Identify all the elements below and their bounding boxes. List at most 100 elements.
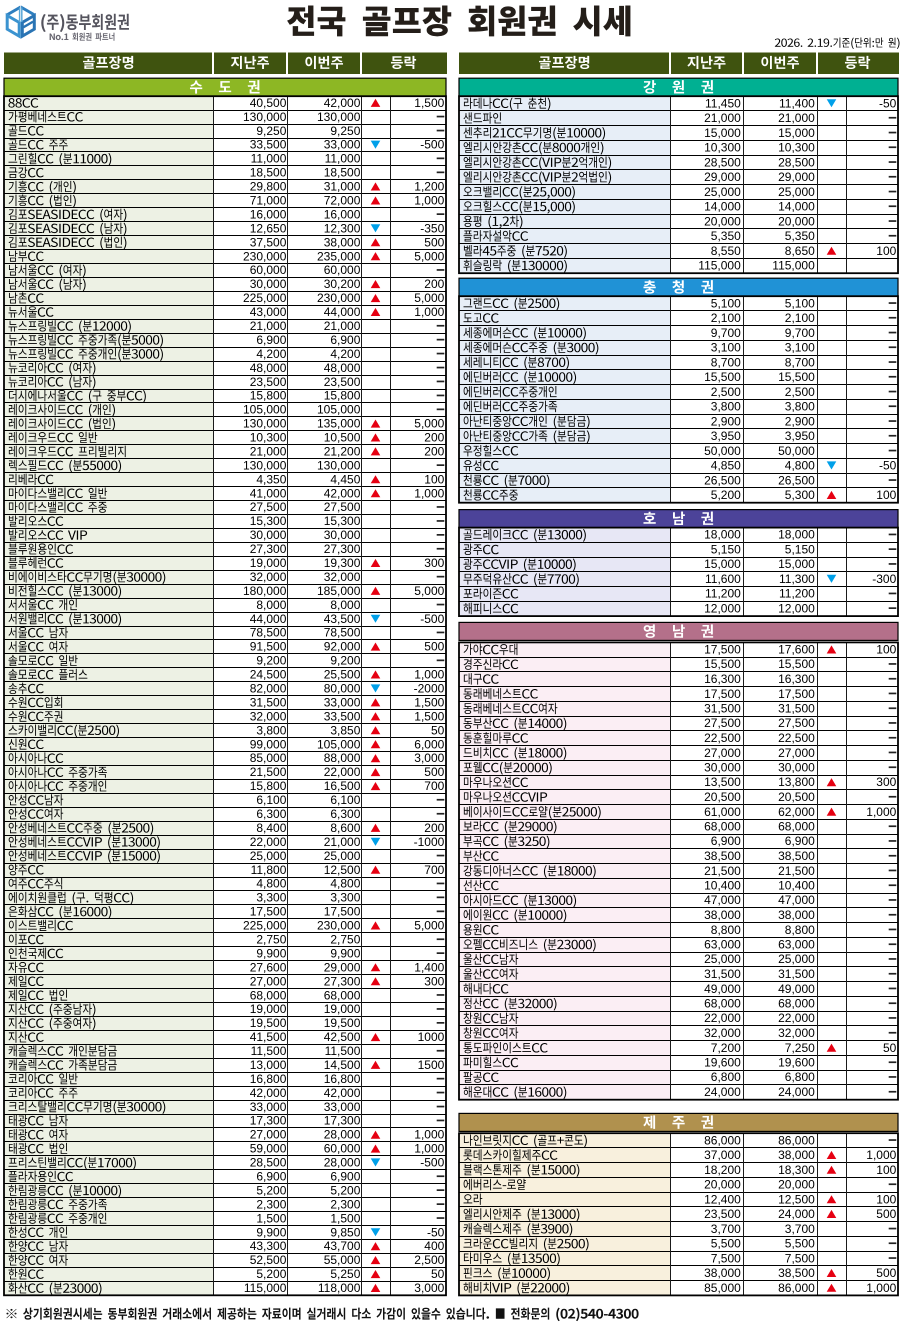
svg-text:4,450: 4,450 <box>330 472 360 486</box>
svg-text:5,200: 5,200 <box>256 1184 286 1198</box>
svg-text:5,000: 5,000 <box>414 249 444 263</box>
svg-text:11,600: 11,600 <box>705 572 741 586</box>
svg-text:6,300: 6,300 <box>256 807 286 821</box>
svg-text:6,800: 6,800 <box>711 1070 741 1084</box>
svg-text:13,500: 13,500 <box>704 775 741 789</box>
svg-text:20,500: 20,500 <box>704 790 741 804</box>
svg-text:8,800: 8,800 <box>785 923 815 937</box>
svg-text:68,000: 68,000 <box>704 820 741 834</box>
svg-text:17,500: 17,500 <box>778 687 815 701</box>
svg-text:11,000: 11,000 <box>251 152 287 166</box>
svg-text:33,500: 33,500 <box>250 138 287 152</box>
svg-text:24,000: 24,000 <box>778 1207 815 1221</box>
svg-text:38,000: 38,000 <box>778 908 815 922</box>
svg-text:3,100: 3,100 <box>711 341 741 355</box>
svg-text:28,500: 28,500 <box>250 1156 287 1170</box>
svg-text:500: 500 <box>424 765 444 779</box>
svg-text:1,000: 1,000 <box>866 1281 896 1295</box>
svg-text:100: 100 <box>424 472 444 486</box>
svg-text:9,900: 9,900 <box>330 946 360 960</box>
svg-text:5,150: 5,150 <box>711 543 741 557</box>
svg-text:5,350: 5,350 <box>711 229 741 243</box>
svg-text:43,500: 43,500 <box>324 612 361 626</box>
svg-text:18,500: 18,500 <box>324 166 361 180</box>
svg-text:48,000: 48,000 <box>250 361 287 375</box>
svg-text:15,500: 15,500 <box>778 657 815 671</box>
svg-text:1,000: 1,000 <box>414 1128 444 1142</box>
svg-text:3,000: 3,000 <box>414 1281 444 1295</box>
svg-text:32,000: 32,000 <box>250 570 287 584</box>
svg-text:62,000: 62,000 <box>778 805 815 819</box>
svg-text:13,000: 13,000 <box>250 1058 287 1072</box>
svg-text:2,500: 2,500 <box>785 385 815 399</box>
svg-text:18,000: 18,000 <box>704 528 741 542</box>
svg-text:5,200: 5,200 <box>256 1267 286 1281</box>
svg-text:4,800: 4,800 <box>256 877 286 891</box>
svg-text:6,000: 6,000 <box>414 737 444 751</box>
svg-text:118,000: 118,000 <box>318 1281 361 1295</box>
svg-text:99,000: 99,000 <box>250 737 287 751</box>
svg-text:26,500: 26,500 <box>778 473 815 487</box>
svg-text:6,900: 6,900 <box>785 834 815 848</box>
svg-text:15,800: 15,800 <box>250 779 287 793</box>
svg-text:38,500: 38,500 <box>778 1266 815 1280</box>
svg-text:230,000: 230,000 <box>243 249 287 263</box>
svg-text:100: 100 <box>876 643 896 657</box>
svg-text:3,300: 3,300 <box>330 891 360 905</box>
svg-text:15,000: 15,000 <box>778 557 815 571</box>
svg-text:2,100: 2,100 <box>785 311 815 325</box>
svg-text:230,000: 230,000 <box>317 291 361 305</box>
svg-text:19,500: 19,500 <box>250 1016 287 1030</box>
svg-text:3,950: 3,950 <box>711 429 741 443</box>
svg-text:30,000: 30,000 <box>704 761 741 775</box>
svg-text:8,000: 8,000 <box>330 598 360 612</box>
svg-text:21,000: 21,000 <box>250 319 287 333</box>
svg-text:225,000: 225,000 <box>243 291 287 305</box>
svg-text:18,300: 18,300 <box>778 1163 815 1177</box>
svg-text:50,000: 50,000 <box>778 444 815 458</box>
svg-text:2,300: 2,300 <box>256 1197 286 1211</box>
svg-text:1,000: 1,000 <box>414 1142 444 1156</box>
svg-text:5,500: 5,500 <box>785 1237 815 1251</box>
svg-text:22,500: 22,500 <box>704 731 741 745</box>
svg-text:180,000: 180,000 <box>243 584 287 598</box>
svg-text:11,200: 11,200 <box>705 587 741 601</box>
svg-text:3,700: 3,700 <box>711 1222 741 1236</box>
svg-text:28,000: 28,000 <box>324 1128 361 1142</box>
svg-text:9,900: 9,900 <box>256 1225 286 1239</box>
svg-text:11,450: 11,450 <box>705 96 741 110</box>
svg-text:17,500: 17,500 <box>250 905 287 919</box>
svg-text:15,300: 15,300 <box>250 514 287 528</box>
svg-text:17,300: 17,300 <box>250 1114 287 1128</box>
svg-text:9,700: 9,700 <box>711 326 741 340</box>
svg-text:43,700: 43,700 <box>324 1239 361 1253</box>
svg-text:12,000: 12,000 <box>778 602 815 616</box>
svg-text:24,500: 24,500 <box>250 668 287 682</box>
svg-text:28,000: 28,000 <box>324 1156 361 1170</box>
svg-text:19,300: 19,300 <box>324 556 361 570</box>
svg-text:44,000: 44,000 <box>250 612 287 626</box>
svg-text:100: 100 <box>876 1192 896 1206</box>
svg-text:1,000: 1,000 <box>414 194 444 208</box>
svg-text:19,000: 19,000 <box>250 556 287 570</box>
svg-text:68,000: 68,000 <box>778 820 815 834</box>
svg-text:27,300: 27,300 <box>324 542 361 556</box>
svg-text:300: 300 <box>424 556 444 570</box>
svg-text:8,400: 8,400 <box>256 821 286 835</box>
svg-text:59,000: 59,000 <box>250 1142 287 1156</box>
svg-text:1,500: 1,500 <box>414 96 444 110</box>
svg-text:21,000: 21,000 <box>704 111 741 125</box>
svg-text:5,250: 5,250 <box>330 1267 360 1281</box>
svg-text:42,000: 42,000 <box>324 96 361 110</box>
svg-text:71,000: 71,000 <box>250 194 287 208</box>
svg-text:16,800: 16,800 <box>324 1072 361 1086</box>
svg-text:105,000: 105,000 <box>317 737 361 751</box>
svg-text:19,600: 19,600 <box>704 1056 741 1070</box>
svg-text:130,000: 130,000 <box>317 458 361 472</box>
svg-text:3,850: 3,850 <box>330 723 360 737</box>
svg-text:16,000: 16,000 <box>324 207 361 221</box>
svg-text:16,500: 16,500 <box>324 779 361 793</box>
svg-text:-500: -500 <box>420 1156 444 1170</box>
svg-text:15,800: 15,800 <box>324 389 361 403</box>
svg-text:500: 500 <box>424 235 444 249</box>
